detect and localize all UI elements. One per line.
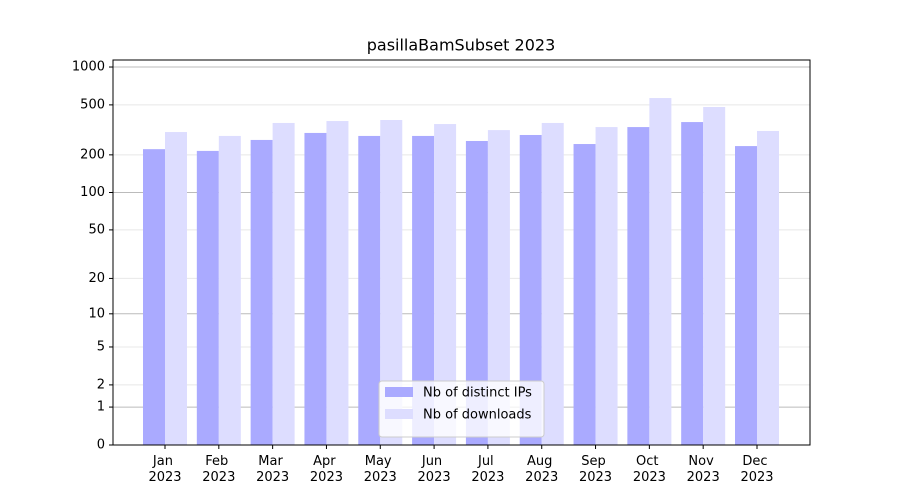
bar [272, 122, 295, 446]
y-tick-label: 0 [97, 438, 105, 453]
x-tick-label: Jun 2023 [418, 454, 451, 485]
legend-swatch [385, 409, 413, 419]
y-tick-label: 1000 [72, 60, 105, 75]
bar [595, 127, 618, 445]
x-tick-label: Sep 2023 [579, 454, 612, 485]
bar [412, 135, 435, 446]
bar [757, 130, 779, 446]
bar [218, 135, 241, 446]
x-tick-label: May 2023 [364, 454, 397, 485]
x-tick-label: Oct 2023 [633, 454, 666, 485]
bar [326, 121, 349, 446]
legend-label: Nb of downloads [423, 408, 532, 423]
y-tick-label: 2 [97, 377, 105, 392]
y-tick-label: 5 [97, 339, 105, 354]
bar [735, 146, 757, 445]
bar [573, 144, 596, 445]
bar [250, 139, 273, 446]
bars [143, 98, 779, 446]
bar [165, 132, 187, 445]
y-tick-label: 10 [88, 306, 105, 321]
x-tick-label: Nov 2023 [687, 454, 720, 485]
x-tick-label: Apr 2023 [310, 454, 343, 485]
x-tick-label: Jul 2023 [471, 454, 504, 485]
y-tick-label: 20 [88, 271, 105, 286]
y-tick-label: 100 [80, 185, 105, 200]
bar [358, 135, 381, 446]
x-tick-label: Mar 2023 [256, 454, 289, 485]
bar [434, 124, 457, 445]
x-tick-label: Dec 2023 [740, 454, 773, 485]
x-tick-label: Aug 2023 [525, 454, 558, 485]
y-tick-label: 1 [97, 400, 105, 415]
chart-title: pasillaBamSubset 2023 [367, 36, 556, 55]
x-tick-label: Feb 2023 [202, 454, 235, 485]
bar [304, 132, 327, 446]
bar [541, 122, 564, 446]
y-tick-label: 200 [80, 147, 105, 162]
y-tick-label: 50 [88, 222, 105, 237]
bar [196, 150, 219, 446]
legend: Nb of distinct IPs Nb of downloads [378, 380, 545, 438]
axes-frame [112, 59, 811, 446]
legend-swatch [385, 387, 413, 397]
bar [703, 107, 726, 445]
bar [380, 120, 403, 445]
bar [627, 127, 650, 445]
bar [519, 134, 542, 446]
bar [649, 98, 672, 445]
bar [465, 140, 488, 445]
x-tick-label: Jan 2023 [148, 454, 181, 485]
legend-label: Nb of distinct IPs [423, 386, 532, 401]
ticks: 0 1 2 5 10 20 50 100 200 500 1000 Jan 2023 Feb 2023 M… [72, 60, 774, 485]
bar [487, 130, 510, 445]
legend-box [378, 380, 545, 438]
y-tick-label: 500 [80, 97, 105, 112]
bar [143, 149, 165, 445]
bar [681, 122, 704, 446]
